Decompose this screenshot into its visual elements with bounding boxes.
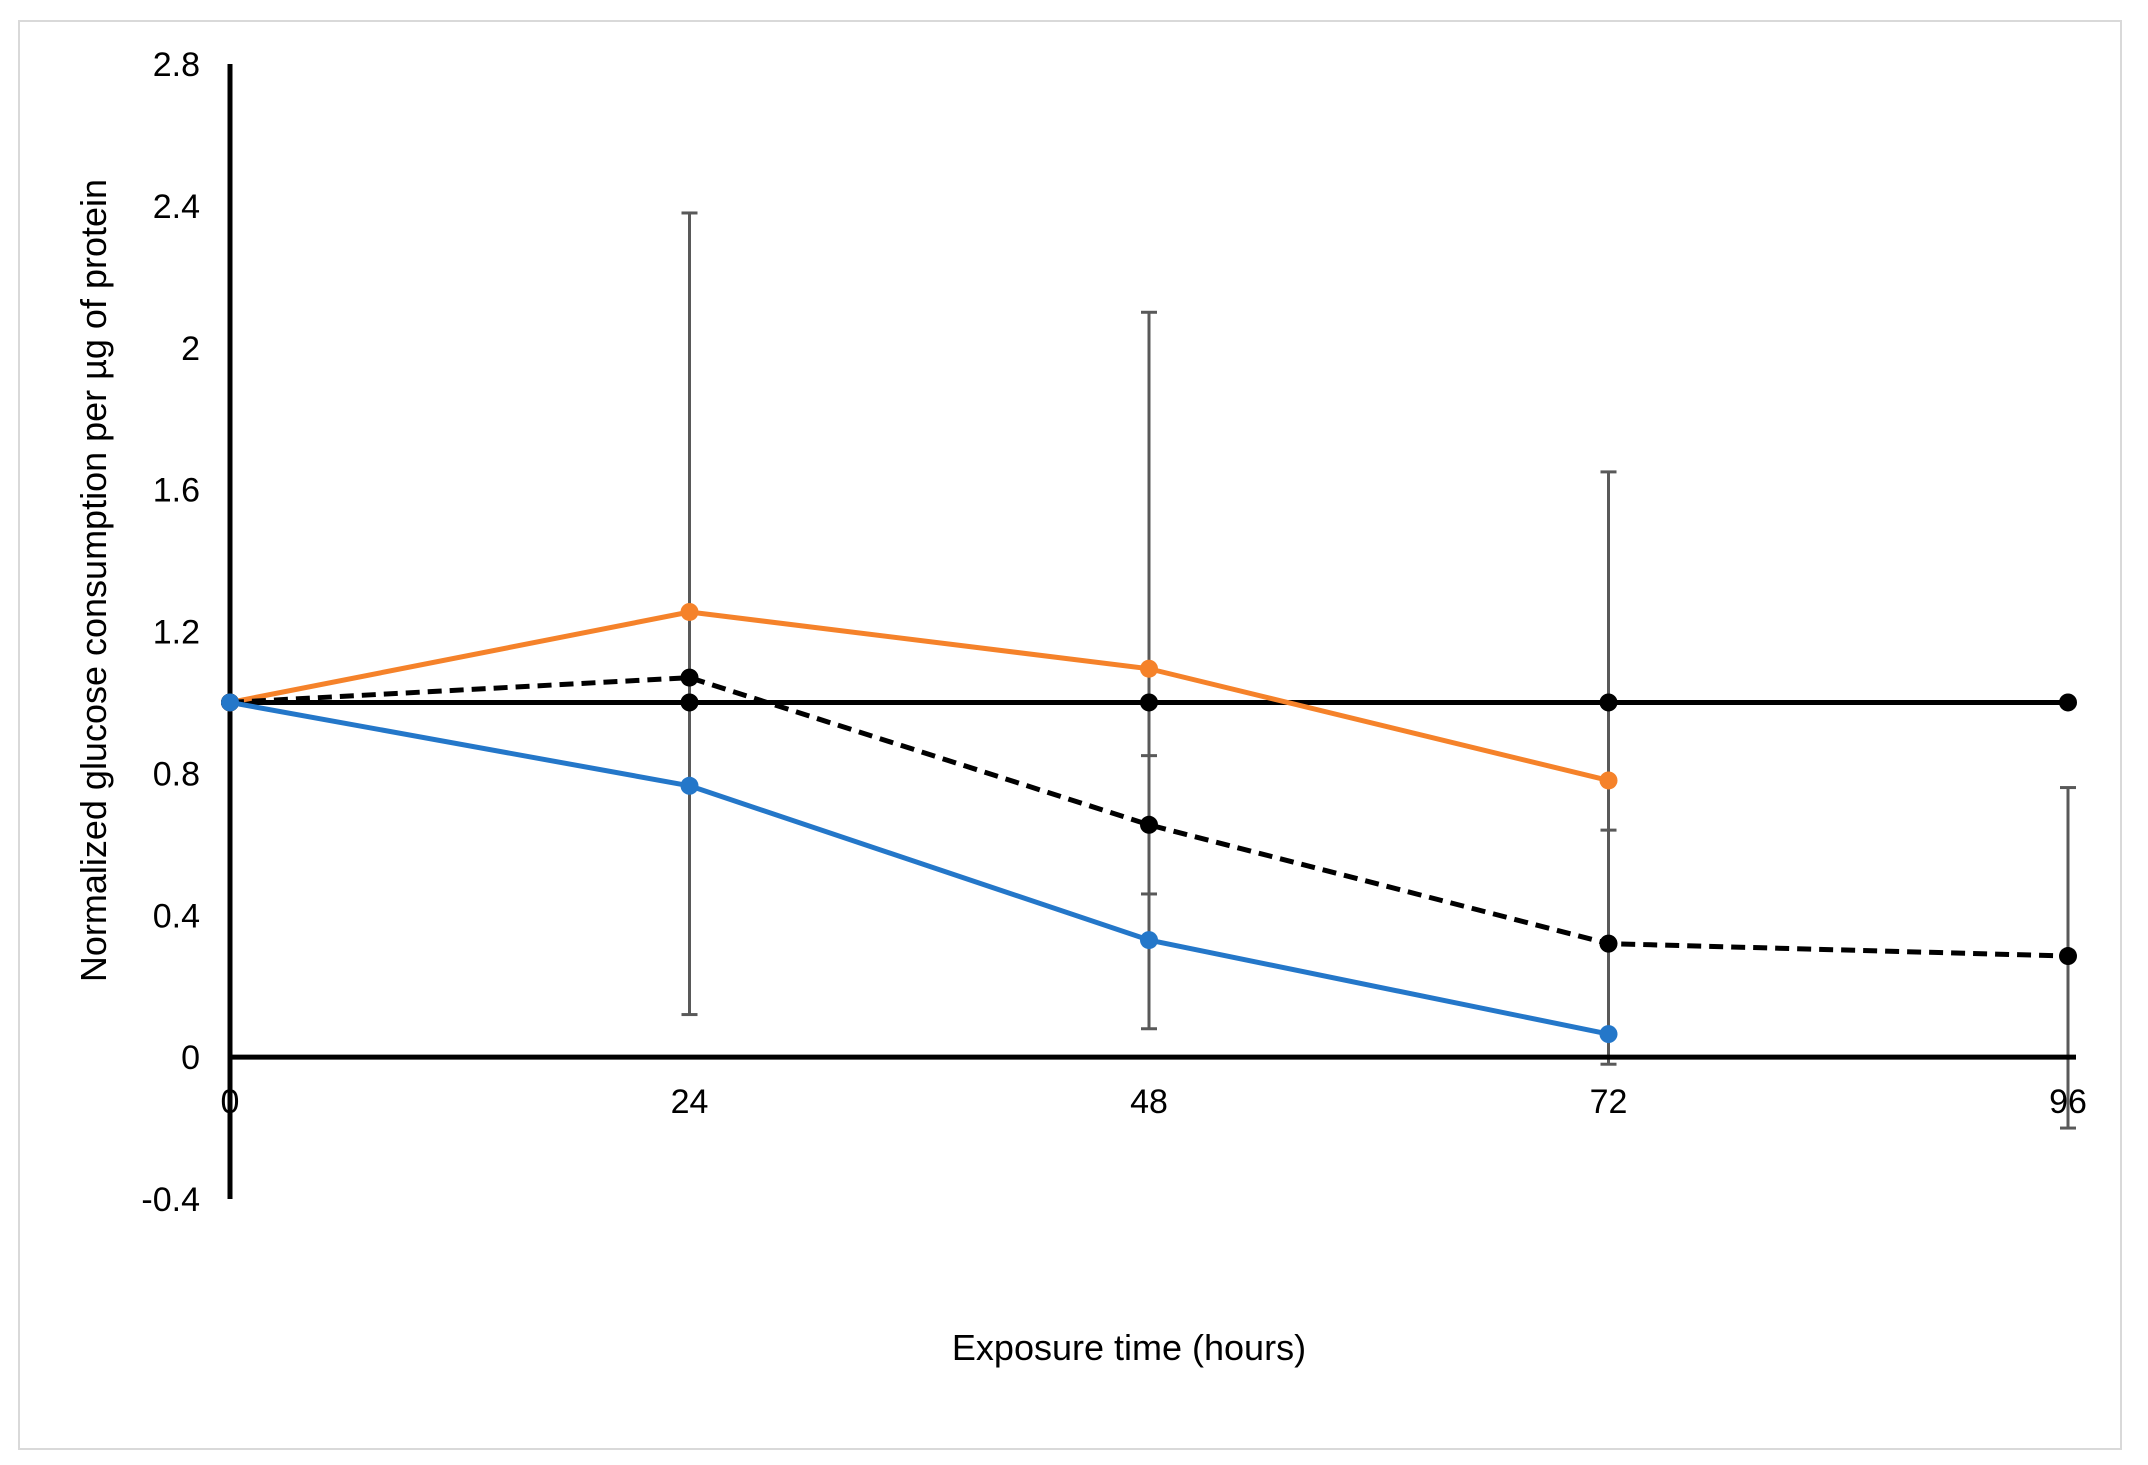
y-tick-label: 2 (181, 330, 200, 368)
error-bars (681, 211, 2076, 1130)
x-tick-label: 0 (221, 1083, 240, 1121)
point-control-96 (2059, 693, 2077, 712)
point-control-72 (1599, 693, 1618, 712)
point-control-24 (680, 693, 699, 712)
y-tick-label: 2.8 (153, 46, 200, 84)
x-tick-label: 72 (1590, 1083, 1628, 1121)
point-black-dashed-72 (1599, 934, 1618, 953)
point-orange-72 (1599, 771, 1618, 790)
point-orange-48 (1140, 659, 1158, 678)
point-orange-24 (680, 602, 699, 621)
point-blue-24 (680, 776, 699, 795)
y-tick-label: 2.4 (153, 188, 200, 226)
point-black-dashed-24 (680, 668, 699, 687)
series-line-blue (229, 699, 1610, 1037)
point-blue-72 (1599, 1025, 1618, 1044)
y-tick-label: 0 (181, 1039, 200, 1077)
y-tick-label: 1.2 (153, 614, 200, 652)
x-tick-label: 96 (2049, 1083, 2087, 1121)
point-blue-0 (221, 693, 239, 712)
y-axis-title: Normalized glucose consumption per µg of… (73, 179, 114, 982)
x-tick-label: 48 (1130, 1083, 1168, 1121)
tick-labels: -0.4 0 0.4 0.8 1.2 1.6 2 2.4 2.8 0 24 48 72 96 (141, 46, 2087, 1219)
series-line-black-dashed (229, 675, 2069, 959)
y-tick-label: 0.4 (153, 897, 200, 935)
axes (227, 64, 2076, 1199)
y-tick-label: -0.4 (141, 1181, 200, 1219)
point-control-48 (1140, 693, 1158, 712)
x-axis-title: Exposure time (hours) (952, 1327, 1306, 1368)
line-chart: -0.4 0 0.4 0.8 1.2 1.6 2 2.4 2.8 0 24 48 72 96 Exposu… (73, 46, 2087, 1368)
y-tick-label: 1.6 (153, 472, 200, 510)
point-black-dashed-96 (2059, 947, 2077, 966)
x-tick-label: 24 (671, 1083, 709, 1121)
chart-frame: -0.4 0 0.4 0.8 1.2 1.6 2 2.4 2.8 0 24 48 72 96 Exposu… (18, 20, 2122, 1450)
point-blue-48 (1140, 931, 1158, 950)
point-black-dashed-48 (1140, 815, 1158, 834)
series-line-orange (229, 609, 1610, 783)
y-tick-label: 0.8 (153, 755, 200, 793)
data-series (221, 602, 2077, 1044)
